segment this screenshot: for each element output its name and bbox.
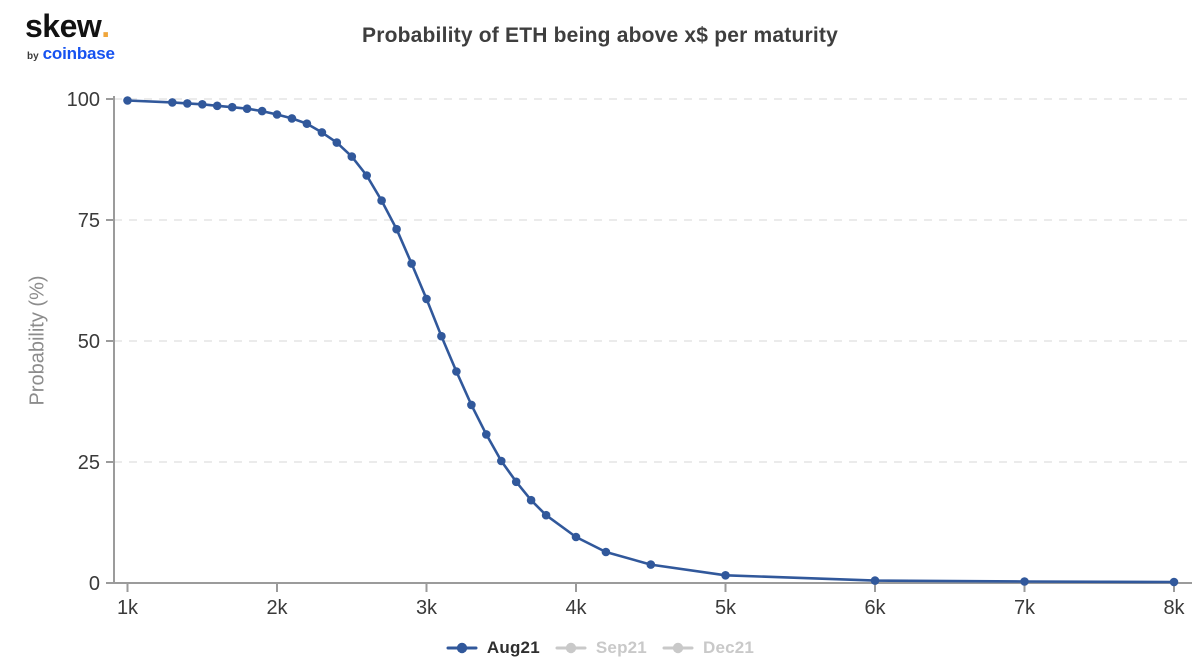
data-point-aug21[interactable]: [287, 114, 297, 123]
data-point-aug21[interactable]: [302, 119, 312, 128]
chart-legend: Aug21 Sep21 Dec21: [0, 634, 1200, 662]
data-point-aug21[interactable]: [168, 98, 177, 107]
chart-canvas[interactable]: 0 25 50 75 100 1k 2k 3k 4k 5k 6k 7k 8k: [0, 0, 1200, 628]
data-point-aug21[interactable]: [482, 430, 491, 439]
data-point-aug21[interactable]: [257, 106, 267, 116]
y-tick-label: 75: [78, 210, 100, 232]
data-point-aug21[interactable]: [242, 104, 252, 113]
data-point-aug21[interactable]: [272, 110, 282, 119]
data-point-aug21[interactable]: [437, 331, 446, 341]
data-point-aug21[interactable]: [212, 101, 222, 111]
data-point-aug21[interactable]: [362, 171, 372, 180]
data-point-aug21[interactable]: [123, 96, 132, 105]
data-point-aug21[interactable]: [332, 138, 342, 147]
data-point-aug21[interactable]: [1169, 577, 1179, 587]
chart-title: Probability of ETH being above x$ per ma…: [362, 24, 838, 47]
y-tick-label: 25: [78, 452, 100, 474]
y-tick-label: 100: [67, 89, 100, 111]
legend-marker-sep21-icon: [555, 642, 587, 654]
data-point-aug21[interactable]: [721, 571, 730, 580]
data-point-aug21[interactable]: [407, 259, 416, 268]
skew-logo: skew. by coinbase: [25, 10, 115, 62]
data-point-aug21[interactable]: [422, 294, 431, 304]
data-point-aug21[interactable]: [467, 400, 476, 410]
y-tick-label: 0: [89, 573, 100, 595]
series-line-aug21[interactable]: [126, 99, 1176, 584]
data-point-aug21[interactable]: [497, 456, 506, 466]
x-tick-label: 6k: [864, 597, 886, 619]
legend-label-aug21: Aug21: [486, 638, 540, 657]
y-tick-label: 50: [78, 331, 100, 353]
byline: by coinbase: [27, 45, 115, 62]
x-tick-label: 1k: [117, 597, 139, 619]
data-point-aug21[interactable]: [1020, 577, 1029, 586]
x-tick-label: 8k: [1163, 597, 1185, 619]
legend-marker-dec21-icon: [662, 642, 694, 654]
data-point-aug21[interactable]: [227, 102, 237, 112]
data-point-aug21[interactable]: [511, 477, 521, 487]
data-point-aug21[interactable]: [183, 99, 192, 108]
x-tick-label: 2k: [266, 597, 288, 619]
data-point-aug21[interactable]: [601, 547, 611, 557]
skew-brand-text: skew: [25, 8, 102, 44]
legend-item-sep21[interactable]: Sep21: [555, 638, 647, 658]
x-tick-label: 3k: [416, 597, 438, 619]
data-point-aug21[interactable]: [646, 560, 656, 569]
data-point-aug21[interactable]: [452, 367, 461, 376]
x-tick-label: 5k: [715, 597, 737, 619]
skew-wordmark: skew.: [25, 10, 115, 42]
data-point-aug21[interactable]: [347, 152, 357, 161]
data-point-aug21[interactable]: [870, 576, 880, 585]
coinbase-brand-text: coinbase: [42, 44, 115, 63]
skew-brand-dot-icon: .: [101, 8, 111, 44]
data-point-aug21[interactable]: [392, 224, 401, 234]
legend-marker-aug21-icon: [446, 642, 478, 654]
legend-label-dec21: Dec21: [702, 638, 755, 657]
legend-item-dec21[interactable]: Dec21: [662, 638, 754, 658]
data-point-aug21[interactable]: [541, 510, 551, 520]
data-point-aug21[interactable]: [526, 495, 536, 505]
x-tick-label: 7k: [1014, 597, 1036, 619]
legend-label-sep21: Sep21: [595, 638, 647, 657]
data-point-aug21[interactable]: [377, 196, 386, 205]
data-point-aug21[interactable]: [198, 100, 207, 109]
legend-item-aug21[interactable]: Aug21: [446, 638, 540, 658]
data-point-aug21[interactable]: [571, 532, 581, 542]
x-tick-label: 4k: [565, 597, 587, 619]
byline-prefix: by: [27, 51, 39, 62]
data-point-aug21[interactable]: [317, 128, 327, 137]
